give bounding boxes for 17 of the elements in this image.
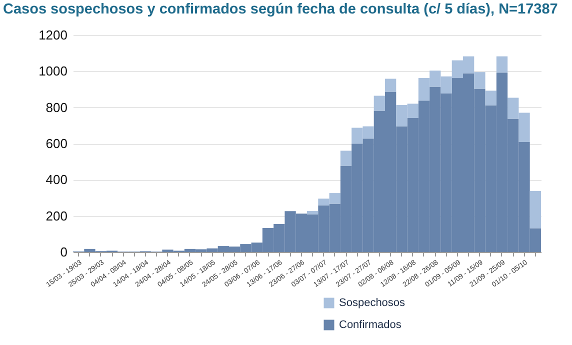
bar <box>307 210 318 214</box>
bar <box>385 78 396 92</box>
bar <box>485 90 496 106</box>
y-tick-label: 1000 <box>38 64 68 79</box>
y-tick-label: 400 <box>46 172 68 188</box>
y-tick-label: 600 <box>46 136 68 151</box>
legend-label: Sospechosos <box>339 297 406 309</box>
y-tick-label: 800 <box>46 100 68 115</box>
y-tick-label: 1200 <box>38 28 68 42</box>
bar <box>530 191 541 228</box>
bar <box>496 56 508 73</box>
y-tick-label: 0 <box>60 244 68 260</box>
bar <box>340 150 352 166</box>
y-tick-label: 200 <box>46 208 68 224</box>
legend-label: Confirmados <box>339 319 402 331</box>
chart-title: Casos sospechosos y confirmados según fecha de consulta (c/ 5 días), N=17387 <box>3 2 558 18</box>
bar <box>374 96 385 111</box>
